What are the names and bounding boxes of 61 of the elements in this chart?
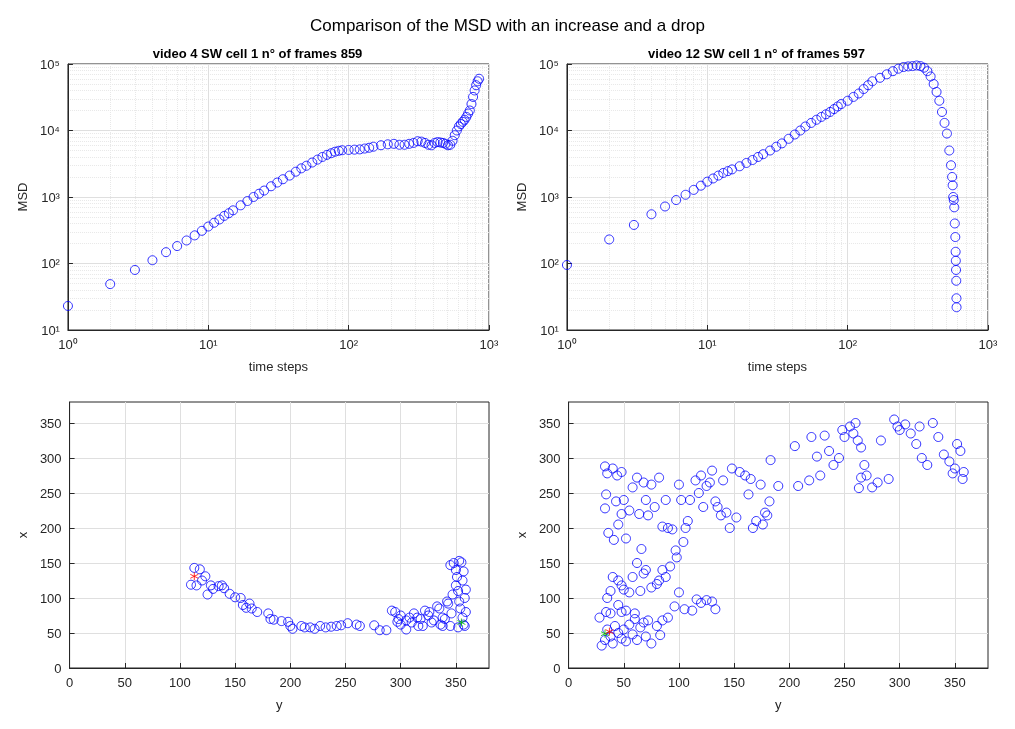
x-tick-label: 10⁰ [557,337,577,352]
x-tick-label: 350 [944,675,966,690]
y-tick-label: 10⁵ [40,56,60,72]
y-tick-label: 10¹ [41,322,61,338]
chart-title: video 4 SW cell 1 n° of frames 859 [152,46,363,61]
x-tick-label: 10³ [978,337,999,352]
x-axis-title: y [276,697,284,712]
y-tick-label: 10² [41,256,61,271]
y-axis-title: x [15,531,30,539]
y-tick-label: 10³ [41,189,61,205]
x-tick-label: 150 [723,675,745,690]
y-axis-title: x [514,531,529,539]
x-tick-label: 10⁰ [58,337,78,352]
y-tick-label: 200 [538,520,561,536]
y-tick-label: 10¹ [540,322,560,338]
y-tick-label: 0 [553,660,561,676]
x-tick-label: 10¹ [198,337,219,352]
y-tick-label: 10² [540,256,560,271]
x-tick-label: 0 [65,675,74,690]
x-tick-label: 300 [389,675,412,690]
y-tick-label: 10³ [540,189,560,205]
y-tick-label: 250 [39,485,62,501]
x-tick-label: 200 [778,675,801,690]
x-tick-label: 200 [279,675,302,690]
x-tick-label: 250 [334,675,357,690]
x-tick-label: 10³ [479,337,500,352]
x-tick-label: 300 [888,675,911,690]
y-tick-label: 300 [39,450,62,466]
chart-title: video 12 SW cell 1 n° of frames 597 [648,46,865,61]
x-tick-label: 10² [339,337,359,352]
y-axis-title: MSD [15,182,30,212]
y-tick-label: 10⁵ [539,56,559,72]
x-tick-label: 50 [616,675,632,690]
y-tick-label: 50 [47,625,62,641]
x-axis-title: time steps [248,359,309,374]
y-tick-label: 10⁴ [39,123,60,138]
y-tick-label: 150 [39,555,62,571]
x-tick-label: 10¹ [697,337,718,352]
y-tick-label: 100 [39,590,62,606]
x-tick-label: 100 [169,675,191,690]
y-tick-label: 200 [39,520,62,536]
x-tick-label: 100 [668,675,690,690]
y-tick-label: 150 [538,555,561,571]
y-axis-title: MSD [514,182,529,212]
y-tick-label: 0 [54,660,62,676]
y-tick-label: 100 [538,590,561,606]
x-axis-title: time steps [747,359,808,374]
x-tick-label: 150 [224,675,246,690]
text: Comparison of the MSD with an increase and a drop [310,16,705,35]
y-tick-label: 350 [39,415,62,431]
x-tick-label: 10² [838,337,858,352]
y-tick-label: 10⁴ [538,123,559,138]
y-tick-label: 300 [538,450,561,466]
x-axis-title: y [775,697,783,712]
x-tick-label: 350 [445,675,467,690]
x-tick-label: 0 [564,675,573,690]
x-tick-label: 250 [833,675,856,690]
y-tick-label: 250 [538,485,561,501]
y-tick-label: 350 [538,415,561,431]
x-tick-label: 50 [117,675,133,690]
y-tick-label: 50 [546,625,561,641]
